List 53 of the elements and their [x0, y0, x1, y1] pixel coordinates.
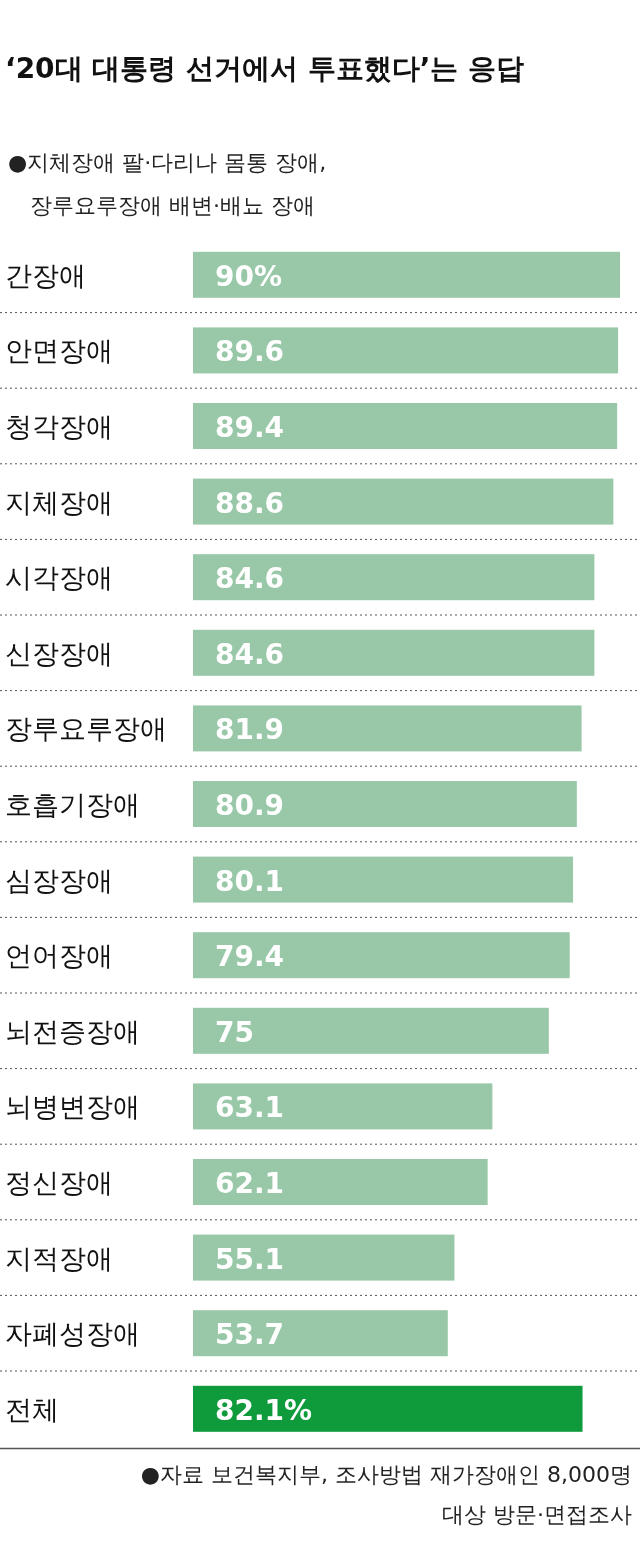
data-label: 55.1 — [215, 1242, 285, 1276]
data-label: 75 — [215, 1015, 254, 1049]
y-tick-label: 장루요루장애 — [5, 713, 167, 745]
text: ●자료 보건복지부, 조사방법 재가장애인 8,000명 — [140, 1462, 632, 1487]
data-label: 81.9 — [215, 713, 285, 747]
y-tick-label: 심장장애 — [5, 864, 113, 896]
bar — [193, 781, 577, 827]
bar — [193, 1234, 455, 1281]
y-tick-label: 전체 — [5, 1393, 59, 1425]
y-tick-label: 안면장애 — [5, 335, 113, 367]
y-tick-label: 지적장애 — [5, 1242, 113, 1274]
y-tick-label: 간장애 — [5, 259, 86, 291]
bar — [193, 705, 582, 752]
y-tick-label: 지체장애 — [5, 486, 113, 518]
bar — [193, 478, 614, 525]
bar — [193, 1385, 583, 1432]
bar — [193, 1159, 488, 1205]
data-label: 84.6 — [215, 637, 285, 671]
data-label: 80.1 — [215, 864, 285, 898]
data-label: 63.1 — [215, 1091, 285, 1125]
y-tick-label: 자폐성장애 — [5, 1318, 140, 1350]
y-tick-label: 시각장애 — [5, 562, 113, 594]
y-tick-label: 청각장애 — [5, 411, 113, 442]
bar — [193, 554, 595, 601]
bar — [193, 327, 619, 374]
bar — [193, 1083, 493, 1130]
data-label: 88.6 — [215, 486, 285, 520]
y-tick-label: 뇌전증장애 — [5, 1015, 140, 1047]
data-label: 89.4 — [215, 411, 285, 444]
data-label: 79.4 — [215, 940, 285, 974]
y-tick-label: 신장장애 — [5, 637, 113, 669]
data-label: 84.6 — [215, 562, 285, 596]
y-tick-label: 호흡기장애 — [5, 789, 140, 820]
text: ●지체장애 팔·다리나 몸통 장애, — [8, 150, 327, 175]
y-tick-label: 뇌병변장애 — [5, 1091, 140, 1123]
data-label: 80.9 — [215, 789, 285, 822]
bar — [193, 629, 595, 676]
bar — [193, 1310, 448, 1357]
data-label: 62.1 — [215, 1167, 285, 1200]
y-tick-label: 정신장애 — [5, 1167, 113, 1198]
bar — [193, 1007, 549, 1054]
data-label: 53.7 — [215, 1318, 285, 1352]
text: 대상 방문·면접조사 — [442, 1502, 632, 1527]
bar — [193, 403, 618, 449]
chart-title: ‘20대 대통령 선거에서 투표했다’는 응답 — [5, 52, 525, 85]
y-tick-label: 언어장애 — [5, 940, 113, 972]
data-label: 90% — [215, 259, 283, 293]
bar — [193, 932, 570, 979]
data-label: 82.1% — [215, 1393, 313, 1427]
bar — [193, 251, 620, 298]
data-label: 89.6 — [215, 335, 285, 369]
text: 장루요루장애 배변·배뇨 장애 — [30, 193, 315, 218]
bar — [193, 856, 574, 903]
